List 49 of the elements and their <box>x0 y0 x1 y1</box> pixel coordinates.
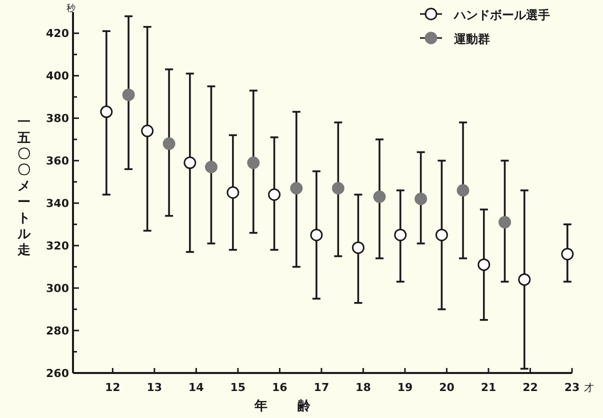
y-tick-label: 260 <box>46 367 70 380</box>
point <box>247 156 260 170</box>
y-tick-label: 360 <box>46 154 70 168</box>
text: 一五〇〇メートル走 <box>18 115 30 258</box>
x-tick-label: 14 <box>188 381 204 394</box>
text: 才 <box>584 382 594 394</box>
point <box>226 186 240 199</box>
legend-label: ハンドボール選手 <box>453 8 550 22</box>
y-tick-label: 280 <box>46 324 70 338</box>
point <box>184 156 196 170</box>
x-axis-title: 年齢 <box>254 399 340 414</box>
point <box>373 190 386 203</box>
legend-label: 運動群 <box>453 32 490 46</box>
x-tick-label: 13 <box>146 381 162 394</box>
x-tick-label: 12 <box>105 381 120 394</box>
point <box>100 106 113 118</box>
x-tick-label: 21 <box>480 381 496 394</box>
x-tick-label: 18 <box>356 381 371 394</box>
x-tick-label: 20 <box>439 381 455 394</box>
point <box>435 228 448 242</box>
point <box>290 182 303 195</box>
point <box>352 241 364 254</box>
x-tick-label: 23 <box>564 381 580 394</box>
point <box>561 248 574 260</box>
point <box>456 184 470 197</box>
y-tick-label: 400 <box>46 70 70 83</box>
point <box>518 273 531 286</box>
point <box>414 192 428 206</box>
point <box>394 228 407 242</box>
x-tick-label: 15 <box>230 381 246 394</box>
y-tick-label: 300 <box>46 282 70 296</box>
x-tick-label: 19 <box>397 381 413 394</box>
x-tick-label: 22 <box>522 381 538 394</box>
y-tick-label: 380 <box>46 112 70 126</box>
point <box>122 88 135 102</box>
x-tick-label: 17 <box>314 381 330 394</box>
y-tick-label: 340 <box>46 197 70 210</box>
x-tick-label: 16 <box>272 381 288 394</box>
point <box>204 160 218 174</box>
point <box>162 137 176 150</box>
point <box>268 188 281 201</box>
point <box>332 182 344 195</box>
point <box>310 228 323 242</box>
point <box>498 216 512 228</box>
y-tick-label: 320 <box>46 240 70 253</box>
annotation: 秒 <box>66 3 76 14</box>
point <box>141 124 154 138</box>
y-tick-label: 420 <box>46 27 70 40</box>
point <box>478 258 490 271</box>
